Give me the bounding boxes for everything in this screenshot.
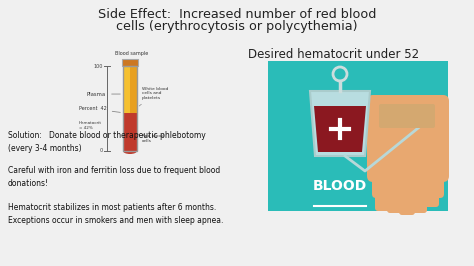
Bar: [123, 66, 130, 113]
FancyBboxPatch shape: [379, 104, 435, 128]
Ellipse shape: [373, 168, 443, 184]
FancyBboxPatch shape: [375, 173, 391, 211]
FancyBboxPatch shape: [423, 173, 439, 207]
Polygon shape: [314, 106, 366, 152]
Text: Desired hematocrit under 52: Desired hematocrit under 52: [248, 48, 419, 61]
Text: Percent  42: Percent 42: [79, 106, 120, 112]
FancyBboxPatch shape: [367, 95, 449, 182]
FancyBboxPatch shape: [372, 170, 444, 198]
Ellipse shape: [123, 148, 137, 154]
Text: Solution:   Donate blood or therapeutic phlebotomy
(every 3-4 months): Solution: Donate blood or therapeutic ph…: [8, 131, 206, 153]
Text: Plasma: Plasma: [87, 92, 120, 97]
Bar: [123, 113, 137, 151]
Text: cells (erythrocytosis or polycythemia): cells (erythrocytosis or polycythemia): [116, 20, 358, 33]
Text: Careful with iron and ferritin loss due to frequent blood
donations!: Careful with iron and ferritin loss due …: [8, 166, 220, 188]
Bar: [268, 61, 448, 211]
Bar: [130, 66, 137, 113]
FancyBboxPatch shape: [411, 173, 427, 213]
FancyBboxPatch shape: [387, 173, 403, 213]
Text: Hematocrit stabilizes in most patients after 6 months.
Exceptions occur in smoke: Hematocrit stabilizes in most patients a…: [8, 203, 223, 225]
Bar: [122, 59, 138, 66]
Text: Blood sample: Blood sample: [115, 51, 149, 56]
Text: 0: 0: [100, 148, 103, 153]
Text: White blood
cells and
platelets: White blood cells and platelets: [139, 86, 168, 106]
Text: Hematocrit
= 42%: Hematocrit = 42%: [79, 121, 102, 130]
Bar: [123, 66, 137, 151]
Text: BLOOD: BLOOD: [313, 179, 367, 193]
FancyBboxPatch shape: [399, 173, 415, 215]
Text: Side Effect:  Increased number of red blood: Side Effect: Increased number of red blo…: [98, 8, 376, 21]
Polygon shape: [310, 91, 370, 156]
Text: Red blood
cells: Red blood cells: [137, 134, 164, 143]
Text: 100: 100: [94, 64, 103, 69]
